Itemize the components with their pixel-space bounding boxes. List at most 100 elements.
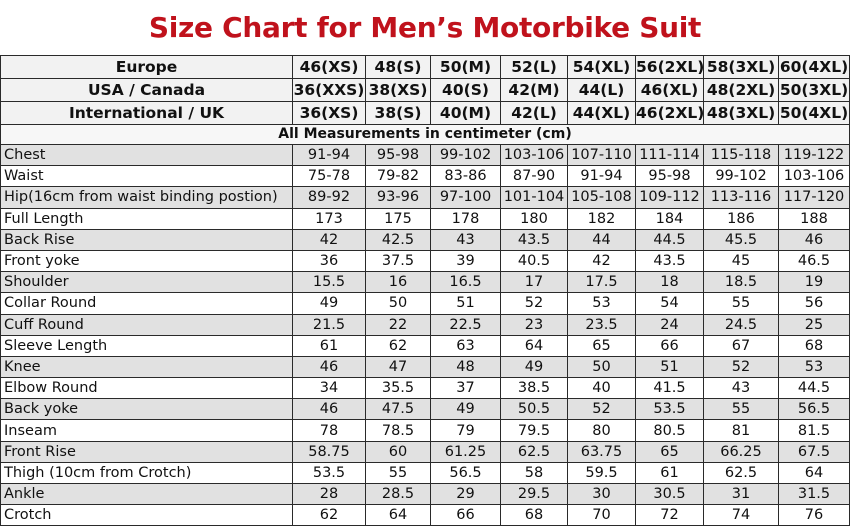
measurement-value: 60 — [365, 440, 431, 463]
measurement-label: Back Rise — [0, 228, 293, 251]
measurement-value: 63 — [430, 334, 501, 357]
size-label: 36(XS) — [292, 101, 366, 125]
measurement-value: 37.5 — [365, 249, 431, 273]
measurement-label: Front yoke — [0, 249, 293, 273]
measurement-label: Sleeve Length — [0, 334, 293, 357]
size-label: 44(XL) — [567, 101, 636, 125]
measurement-value: 64 — [500, 334, 568, 357]
measurement-value: 89-92 — [292, 186, 366, 209]
page-title: Size Chart for Men’s Motorbike Suit — [148, 11, 702, 44]
measurement-value: 42.5 — [365, 228, 431, 251]
measurement-value: 79 — [430, 419, 501, 442]
region-label: International / UK — [0, 101, 293, 125]
measurement-value: 62 — [292, 504, 366, 527]
measurement-value: 53 — [778, 355, 850, 379]
measurement-value: 66 — [430, 504, 501, 527]
size-label: 38(S) — [365, 101, 431, 125]
table-row: Thigh (10cm from Crotch) 53.5 55 56.5 58 59.5… — [0, 461, 850, 485]
measurement-value: 46 — [292, 355, 366, 379]
measurement-value: 66.25 — [703, 440, 779, 463]
measurement-value: 28 — [292, 482, 366, 506]
measurement-value: 74 — [703, 504, 779, 527]
table-row: Sleeve Length 61 62 63 64 65 66 67 68 — [0, 334, 850, 357]
measurement-value: 29.5 — [500, 482, 568, 506]
measurement-value: 50 — [365, 292, 431, 315]
size-label: 48(S) — [365, 55, 431, 79]
measurement-value: 111-114 — [635, 143, 704, 167]
measurement-value: 36 — [292, 249, 366, 273]
measurement-value: 53 — [567, 292, 636, 315]
measurement-value: 72 — [635, 504, 704, 527]
measurement-value: 30.5 — [635, 482, 704, 506]
measurement-value: 21.5 — [292, 313, 366, 336]
measurement-value: 28.5 — [365, 482, 431, 506]
measurement-value: 23 — [500, 313, 568, 336]
measurement-value: 95-98 — [365, 143, 431, 167]
table-row: Elbow Round 34 35.5 37 38.5 40 41.5 43 44.5 — [0, 377, 850, 400]
measurement-value: 48 — [430, 355, 501, 379]
measurement-label: Chest — [0, 143, 293, 167]
measurement-value: 55 — [703, 398, 779, 421]
measurement-value: 43 — [703, 377, 779, 400]
region-label: Europe — [0, 55, 293, 79]
measurement-value: 105-108 — [567, 186, 636, 209]
measurement-value: 29 — [430, 482, 501, 506]
size-label: 48(3XL) — [703, 101, 779, 125]
measurement-value: 42 — [292, 228, 366, 251]
measurement-value: 76 — [778, 504, 850, 527]
size-label: 40(S) — [430, 78, 501, 102]
measurement-value: 16 — [365, 271, 431, 294]
table-row: Crotch 62 64 66 68 70 72 74 76 — [0, 504, 850, 527]
size-label: 40(M) — [430, 101, 501, 125]
measurement-value: 45 — [703, 249, 779, 273]
size-label: 50(3XL) — [778, 78, 850, 102]
measurement-value: 63.75 — [567, 440, 636, 463]
measurement-value: 175 — [365, 207, 431, 230]
table-row: Hip(16cm from waist binding postion) 89-9… — [0, 186, 850, 209]
measurement-value: 42 — [567, 249, 636, 273]
measurement-value: 35.5 — [365, 377, 431, 400]
measurement-value: 65 — [635, 440, 704, 463]
measurement-label: Thigh (10cm from Crotch) — [0, 461, 293, 485]
size-label: 42(M) — [500, 78, 568, 102]
unit-note-row: All Measurements in centimeter (cm) — [0, 124, 850, 145]
measurement-value: 19 — [778, 271, 850, 294]
measurement-value: 68 — [778, 334, 850, 357]
measurement-value: 49 — [500, 355, 568, 379]
measurement-value: 44.5 — [635, 228, 704, 251]
table-row: Shoulder 15.5 16 16.5 17 17.5 18 18.5 19 — [0, 271, 850, 294]
table-row: Front Rise 58.75 60 61.25 62.5 63.75 65 66.25 67… — [0, 440, 850, 463]
table-row: Back Rise 42 42.5 43 43.5 44 44.5 45.5 46 — [0, 228, 850, 251]
measurement-value: 61 — [635, 461, 704, 485]
size-label: 38(XS) — [365, 78, 431, 102]
measurement-value: 52 — [703, 355, 779, 379]
measurement-value: 56.5 — [430, 461, 501, 485]
size-label: 50(M) — [430, 55, 501, 79]
measurement-value: 101-104 — [500, 186, 568, 209]
measurement-value: 67.5 — [778, 440, 850, 463]
measurement-value: 62.5 — [500, 440, 568, 463]
measurement-value: 61.25 — [430, 440, 501, 463]
measurement-value: 53.5 — [292, 461, 366, 485]
size-label: 46(XL) — [635, 78, 704, 102]
measurement-value: 17 — [500, 271, 568, 294]
measurement-value: 24 — [635, 313, 704, 336]
measurement-value: 103-106 — [500, 143, 568, 167]
measurement-label: Inseam — [0, 419, 293, 442]
measurement-value: 16.5 — [430, 271, 501, 294]
size-label: 60(4XL) — [778, 55, 850, 79]
measurement-value: 115-118 — [703, 143, 779, 167]
measurement-value: 61 — [292, 334, 366, 357]
measurement-value: 68 — [500, 504, 568, 527]
measurement-value: 83-86 — [430, 165, 501, 188]
measurement-value: 70 — [567, 504, 636, 527]
measurement-value: 17.5 — [567, 271, 636, 294]
measurement-value: 52 — [500, 292, 568, 315]
measurement-value: 56 — [778, 292, 850, 315]
measurement-value: 59.5 — [567, 461, 636, 485]
measurement-value: 66 — [635, 334, 704, 357]
size-label: 44(L) — [567, 78, 636, 102]
measurement-value: 55 — [365, 461, 431, 485]
size-label: 52(L) — [500, 55, 568, 79]
measurement-value: 30 — [567, 482, 636, 506]
